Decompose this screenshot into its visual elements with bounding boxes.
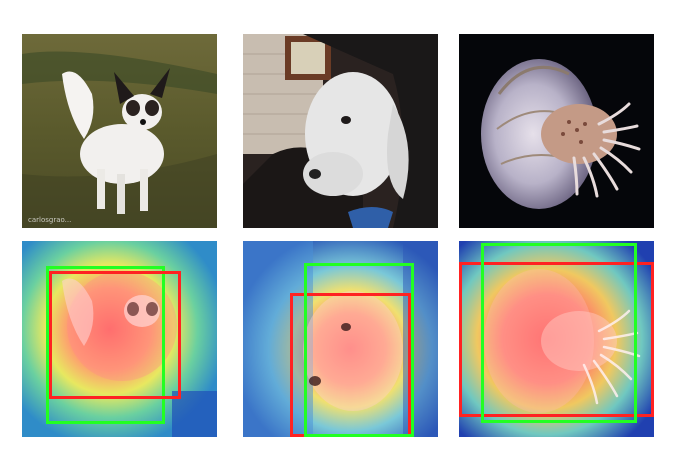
photo-papillon-dog: carlosgrao... [22, 34, 217, 228]
terrier-photo-art [243, 34, 438, 228]
photo-bedlington-terrier [243, 34, 438, 228]
heatmap-bedlington-terrier [243, 241, 438, 437]
ground-truth-box [304, 263, 414, 437]
papillon-photo-art: carlosgrao... [22, 34, 217, 228]
watermark-text: carlosgrao... [28, 216, 71, 224]
photo-nautilus [459, 34, 654, 228]
heatmap-papillon-dog [22, 241, 217, 437]
predicted-box [459, 262, 654, 417]
nautilus-photo-art [459, 34, 654, 228]
predicted-box [49, 271, 181, 399]
nautilus-heatmap-art [459, 241, 654, 437]
ground-truth-box [481, 243, 637, 423]
heatmap-nautilus [459, 241, 654, 437]
ground-truth-box [46, 266, 165, 424]
